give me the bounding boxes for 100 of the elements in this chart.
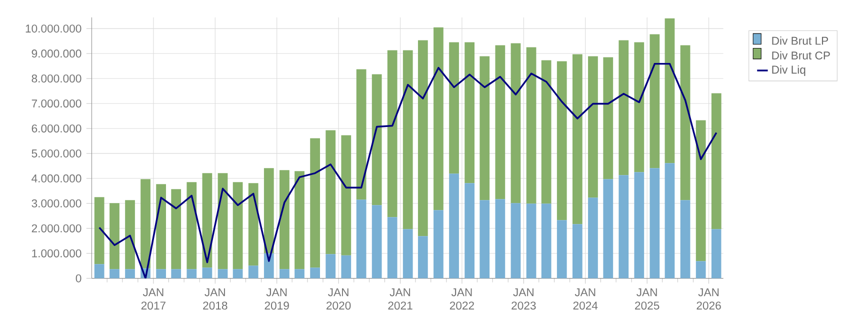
bar xyxy=(356,200,366,278)
bar xyxy=(372,205,382,278)
bar xyxy=(664,18,675,164)
bar xyxy=(434,27,444,210)
bar xyxy=(480,200,490,278)
bar xyxy=(556,61,567,220)
bar xyxy=(294,171,304,270)
bar xyxy=(572,224,582,278)
bar xyxy=(264,168,274,254)
bar xyxy=(341,255,352,278)
bar xyxy=(464,183,475,278)
bar xyxy=(232,182,243,270)
bar xyxy=(618,175,629,278)
bar xyxy=(526,204,536,278)
bar xyxy=(541,60,552,204)
bar xyxy=(434,210,444,278)
bar xyxy=(556,220,567,278)
bar xyxy=(156,184,166,270)
x-tick-label: JAN 2021 xyxy=(388,288,412,310)
bar xyxy=(140,179,150,268)
bar xyxy=(495,45,506,200)
bar xyxy=(248,266,258,278)
bar xyxy=(680,45,690,200)
y-tick-label: 5.000.000 xyxy=(32,149,82,158)
y-tick-label: 0 xyxy=(76,274,82,282)
legend-label: Div Brut LP xyxy=(772,36,828,45)
bar xyxy=(696,120,706,262)
y-tick-label: 7.000.000 xyxy=(32,99,82,108)
bar xyxy=(603,179,614,278)
bar xyxy=(664,163,675,278)
bar xyxy=(341,135,352,256)
bar xyxy=(125,269,135,278)
bar xyxy=(634,172,644,278)
x-tick-label: JAN 2024 xyxy=(573,288,598,310)
x-tick-label: JAN 2017 xyxy=(141,288,166,310)
bar xyxy=(94,264,104,278)
bar xyxy=(171,189,182,270)
bar xyxy=(110,269,120,278)
bar xyxy=(94,197,104,264)
bar xyxy=(310,138,320,268)
bar xyxy=(186,269,197,278)
bar xyxy=(171,269,182,278)
bar xyxy=(232,269,243,278)
bar xyxy=(280,269,290,278)
bar xyxy=(650,34,660,168)
bar xyxy=(634,42,644,172)
bar xyxy=(696,261,706,278)
x-tick-label: JAN 2026 xyxy=(696,288,721,310)
x-tick-label: JAN 2023 xyxy=(512,288,536,310)
x-tick-label: JAN 2018 xyxy=(203,288,228,310)
y-tick-label: 9.000.000 xyxy=(32,50,82,58)
bar xyxy=(510,203,521,278)
bar xyxy=(480,56,490,200)
bar xyxy=(711,93,722,230)
bar xyxy=(449,42,459,174)
y-tick-label: 6.000.000 xyxy=(32,124,82,132)
bar xyxy=(294,269,304,278)
bar xyxy=(186,182,197,270)
bar xyxy=(202,268,212,278)
bar xyxy=(387,50,398,218)
x-tick-label: JAN 2020 xyxy=(326,288,351,310)
x-tick-label: JAN 2019 xyxy=(264,288,289,310)
y-tick-label: 8.000.000 xyxy=(32,74,82,83)
y-tick-label: 3.000.000 xyxy=(32,199,82,208)
bar xyxy=(572,54,582,224)
bar xyxy=(618,40,629,176)
y-tick-label: 2.000.000 xyxy=(32,224,82,232)
bar xyxy=(402,229,413,278)
bar xyxy=(526,47,536,204)
bar xyxy=(418,40,428,236)
bar xyxy=(280,170,290,270)
bar xyxy=(588,56,598,198)
bar xyxy=(326,130,336,254)
bar xyxy=(248,183,258,266)
bar xyxy=(218,173,228,270)
bar xyxy=(110,203,120,270)
bar xyxy=(541,204,552,278)
bar xyxy=(310,268,320,278)
bar xyxy=(603,57,614,180)
bar xyxy=(680,200,690,278)
bar xyxy=(156,269,166,278)
y-tick-label: 1.000.000 xyxy=(32,249,82,258)
bar xyxy=(711,229,722,278)
legend-label: Div Liq xyxy=(772,65,806,76)
bar xyxy=(449,174,459,278)
legend-label: Div Brut CP xyxy=(772,51,830,60)
bar xyxy=(650,168,660,278)
x-tick-label: JAN 2022 xyxy=(450,288,474,310)
bar xyxy=(510,43,521,204)
bar xyxy=(372,74,382,206)
bar xyxy=(387,217,398,278)
bar xyxy=(218,269,228,278)
line-series xyxy=(98,62,718,278)
bar xyxy=(464,42,475,184)
bar xyxy=(588,198,598,278)
y-tick-label: 10.000.000 xyxy=(26,24,82,33)
bar xyxy=(125,200,135,270)
x-tick-label: JAN 2025 xyxy=(635,288,660,310)
bar xyxy=(418,236,428,278)
bar xyxy=(402,50,413,230)
